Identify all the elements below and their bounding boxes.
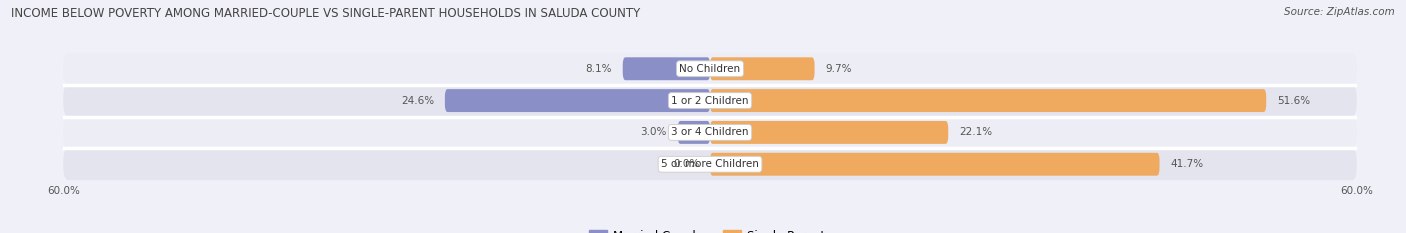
FancyBboxPatch shape <box>63 53 1357 85</box>
Text: 51.6%: 51.6% <box>1277 96 1310 106</box>
FancyBboxPatch shape <box>678 121 710 144</box>
FancyBboxPatch shape <box>710 153 1160 176</box>
FancyBboxPatch shape <box>444 89 710 112</box>
Text: 0.0%: 0.0% <box>673 159 699 169</box>
Text: 1 or 2 Children: 1 or 2 Children <box>671 96 749 106</box>
FancyBboxPatch shape <box>710 57 814 80</box>
FancyBboxPatch shape <box>63 148 1357 180</box>
FancyBboxPatch shape <box>63 116 1357 148</box>
Text: 22.1%: 22.1% <box>959 127 993 137</box>
Text: INCOME BELOW POVERTY AMONG MARRIED-COUPLE VS SINGLE-PARENT HOUSEHOLDS IN SALUDA : INCOME BELOW POVERTY AMONG MARRIED-COUPL… <box>11 7 641 20</box>
Text: 8.1%: 8.1% <box>585 64 612 74</box>
FancyBboxPatch shape <box>710 121 948 144</box>
Text: 41.7%: 41.7% <box>1170 159 1204 169</box>
Text: No Children: No Children <box>679 64 741 74</box>
Text: 24.6%: 24.6% <box>401 96 434 106</box>
Legend: Married Couples, Single Parents: Married Couples, Single Parents <box>585 225 835 233</box>
FancyBboxPatch shape <box>63 85 1357 116</box>
FancyBboxPatch shape <box>623 57 710 80</box>
Text: 5 or more Children: 5 or more Children <box>661 159 759 169</box>
FancyBboxPatch shape <box>710 89 1267 112</box>
Text: 3.0%: 3.0% <box>641 127 666 137</box>
Text: Source: ZipAtlas.com: Source: ZipAtlas.com <box>1284 7 1395 17</box>
Text: 3 or 4 Children: 3 or 4 Children <box>671 127 749 137</box>
Text: 9.7%: 9.7% <box>825 64 852 74</box>
